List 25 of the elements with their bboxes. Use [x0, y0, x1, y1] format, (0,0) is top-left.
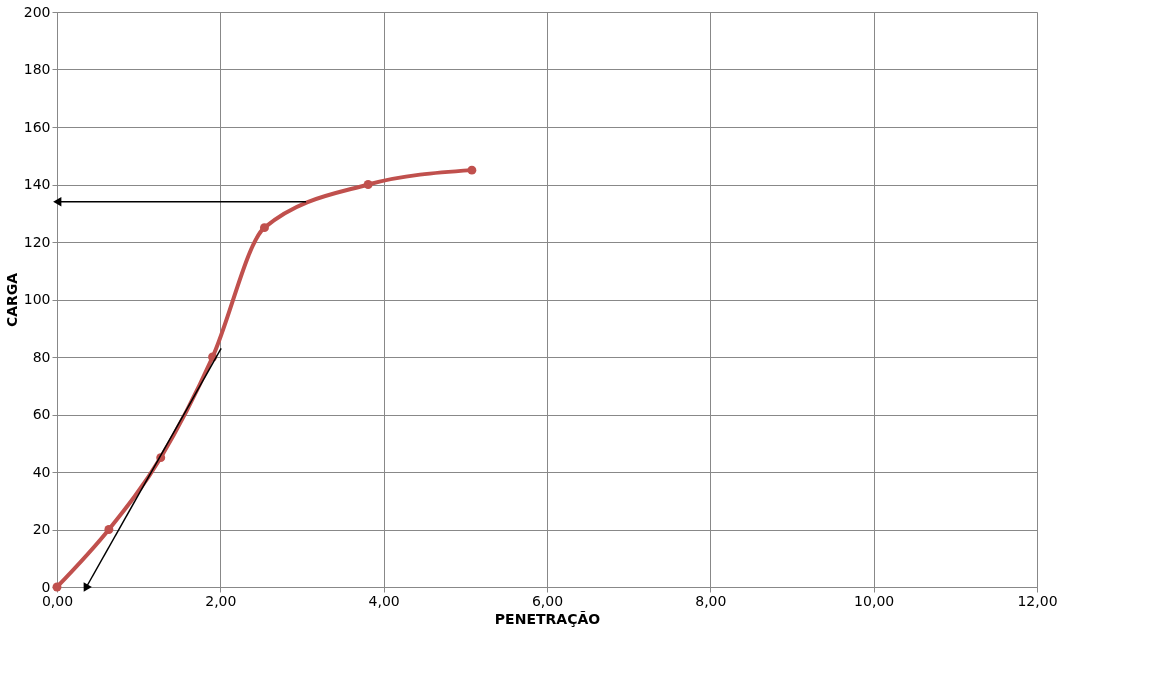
y-tick-label: 180 [23, 61, 51, 77]
point [52, 582, 62, 592]
x-tick-label: 0,00 [41, 592, 74, 609]
point [467, 165, 477, 175]
y-tick-label: 200 [23, 3, 51, 20]
x-tick-label: 4,00 [368, 592, 400, 609]
x-axis-title: PENETRAÇÃO [494, 610, 601, 627]
y-tick-label: 120 [23, 233, 51, 250]
point [363, 180, 373, 189]
x-tick-label: 6,00 [531, 592, 564, 609]
y-tick-label: 100 [23, 291, 51, 307]
x-tick-label: 2,00 [205, 592, 237, 609]
point [259, 223, 269, 233]
y-tick-label: 0 [41, 578, 51, 595]
y-tick-label: 140 [23, 176, 51, 192]
y-tick-label: 40 [32, 463, 51, 480]
y-tick-label: 160 [23, 118, 51, 135]
y-axis-title: CARGA [3, 272, 20, 328]
y-tick-label: 20 [32, 521, 51, 537]
y-tick-label: 60 [32, 406, 51, 422]
point [104, 525, 114, 534]
y-tick-label: 80 [32, 348, 51, 365]
x-tick-label: 8,00 [695, 592, 727, 609]
x-tick-label: 10,00 [854, 592, 895, 609]
x-tick-label: 12,00 [1017, 592, 1058, 609]
